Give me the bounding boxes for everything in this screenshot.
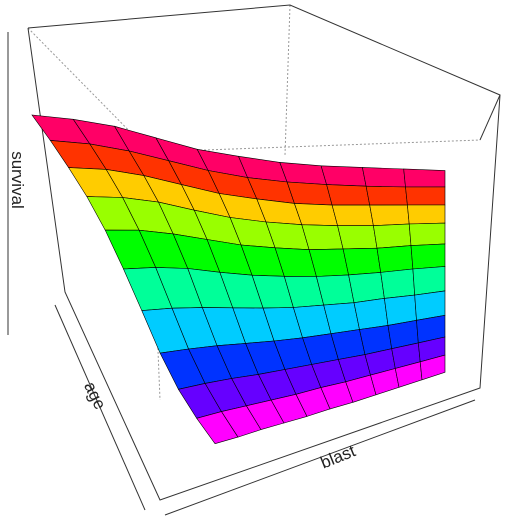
surface-facet [353, 298, 389, 330]
surface-facet [342, 247, 382, 276]
surface-facet [348, 272, 385, 304]
hidden-edge [284, 4, 291, 156]
surface-facet [408, 222, 446, 246]
surface-facet [373, 223, 412, 249]
surface-facet [384, 294, 417, 326]
surface-facet [326, 184, 371, 206]
surface-facet [380, 268, 416, 299]
surface [31, 114, 446, 445]
box-edge [479, 94, 501, 141]
surface-facet [362, 167, 406, 188]
surface-facet [337, 225, 378, 250]
z-axis-label: survival [8, 151, 27, 209]
surface-facet [301, 224, 344, 251]
surface-facet [286, 181, 333, 206]
surface-facet [376, 245, 414, 273]
surface-facet [331, 204, 374, 226]
surface-facet [279, 162, 328, 185]
x-axis-label: age [80, 379, 110, 413]
y-axis [164, 399, 476, 516]
surface-facet [320, 165, 367, 187]
surface-facet [293, 203, 338, 227]
surface-facet [365, 185, 408, 206]
surface-facet [369, 204, 410, 227]
box-edge [27, 4, 501, 501]
surface-facet [407, 204, 446, 225]
x-axis [54, 304, 146, 511]
y-axis-label: blast [318, 441, 359, 472]
surface-facet [419, 354, 446, 381]
surface-facet [308, 248, 349, 277]
surface-facet [403, 168, 446, 188]
surface-facet [405, 186, 446, 206]
surface-facet [410, 243, 446, 270]
surface-facet [412, 266, 446, 296]
